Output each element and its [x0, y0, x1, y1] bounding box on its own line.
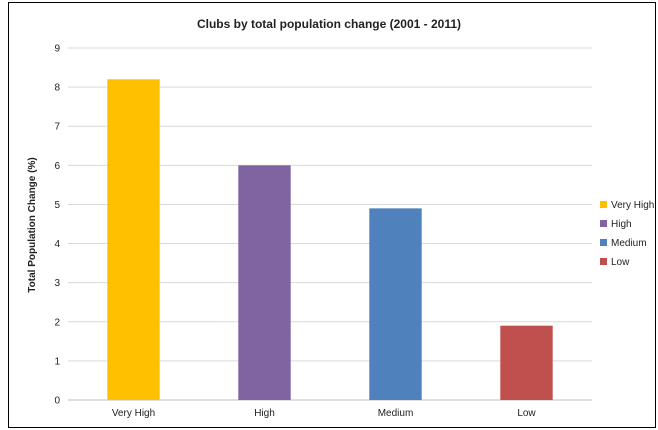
y-tick-label: 6: [54, 161, 60, 172]
y-tick-label: 7: [54, 122, 60, 133]
legend-swatch: [600, 258, 607, 265]
y-tick-label: 1: [54, 356, 60, 367]
y-axis-label: Total Population Change (%): [27, 157, 38, 292]
y-tick-label: 9: [54, 44, 60, 55]
chart-title: Clubs by total population change (2001 -…: [196, 17, 462, 31]
y-tick-label: 5: [54, 200, 60, 211]
legend: Very High High Medium Low: [600, 200, 654, 268]
bars: [107, 79, 553, 401]
y-tick-label: 0: [54, 396, 60, 407]
x-tick-label: Very High: [112, 408, 155, 419]
legend-label: High: [611, 219, 632, 230]
x-tick-label: Low: [517, 408, 536, 419]
y-tick-label: 4: [54, 239, 60, 250]
legend-label: Very High: [611, 200, 654, 211]
y-tick-labels: 0 1 2 3 4 5 6 7 8 9: [54, 44, 60, 407]
x-tick-labels: Very High High Medium Low: [112, 408, 537, 419]
y-tick-label: 3: [54, 278, 60, 289]
legend-swatch: [600, 201, 607, 208]
x-tick-label: High: [254, 408, 275, 419]
bar: [107, 79, 160, 401]
bar: [369, 208, 422, 400]
legend-swatch: [600, 239, 607, 246]
bar: [238, 165, 291, 400]
bar: [500, 325, 553, 400]
legend-label: Medium: [611, 238, 647, 249]
legend-label: Low: [611, 257, 630, 268]
y-tick-label: 2: [54, 317, 60, 328]
y-tick-label: 8: [54, 83, 60, 94]
legend-swatch: [600, 220, 607, 227]
x-tick-label: Medium: [378, 408, 414, 419]
